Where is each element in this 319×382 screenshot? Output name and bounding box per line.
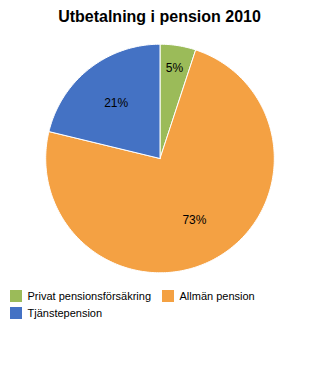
html-text:Utbetalning i pension 2010: Utbetalning i pension 2010	[58, 8, 261, 25]
svg-text:73%: 73%	[182, 213, 206, 227]
html-text:Allmän pension: Allmän pension	[179, 290, 255, 303]
html-text:Tjänstepension: Tjänstepension	[27, 306, 103, 319]
html-text:Privat pensionsförsäkring: Privat pensionsförsäkring	[27, 290, 151, 303]
svg-text:21%: 21%	[104, 96, 128, 110]
svg-text:5%: 5%	[166, 61, 184, 75]
